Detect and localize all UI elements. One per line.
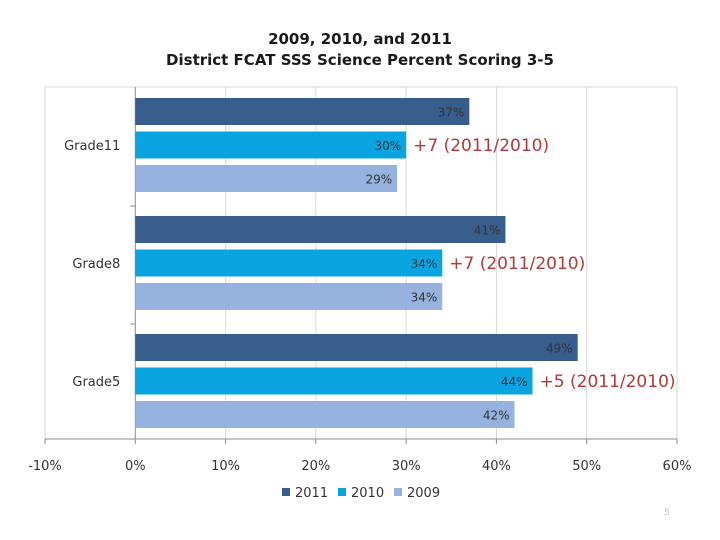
- data-label: 44%: [501, 375, 528, 389]
- x-tick-label: 50%: [572, 459, 601, 474]
- legend-swatch-2010: [338, 488, 346, 496]
- legend-swatch-2011: [282, 488, 290, 496]
- x-tick-label: 30%: [392, 459, 421, 474]
- data-label: 49%: [546, 342, 573, 356]
- x-tick-label: 0%: [125, 459, 146, 474]
- bar-grade5-2009: [135, 401, 515, 428]
- bar-grade11-2010: [135, 131, 407, 159]
- data-label: 34%: [411, 291, 438, 305]
- data-label: 41%: [474, 224, 501, 238]
- x-tick-label: 10%: [211, 459, 240, 474]
- data-label: 29%: [365, 173, 392, 187]
- x-tick-label: -10%: [28, 459, 62, 474]
- x-tick-label: 40%: [482, 459, 511, 474]
- legend-swatch-2009: [394, 488, 402, 496]
- legend-label: 2010: [351, 486, 384, 501]
- data-label: 30%: [374, 139, 401, 153]
- legend-label: 2011: [295, 486, 328, 501]
- bar-grade5-2010: [135, 367, 533, 395]
- data-label: 34%: [411, 257, 438, 271]
- legend-label: 2009: [407, 486, 440, 501]
- bar-grade5-2011: [135, 334, 578, 361]
- x-tick-label: 20%: [301, 459, 330, 474]
- x-tick-label: 60%: [663, 459, 692, 474]
- chart-title-line-2: District FCAT SSS Science Percent Scorin…: [166, 51, 554, 69]
- change-annotation: +5 (2011/2010): [540, 372, 676, 392]
- bar-grade8-2009: [135, 283, 443, 310]
- change-annotation: +7 (2011/2010): [413, 136, 549, 156]
- bar-grade11-2011: [135, 98, 470, 125]
- category-label: Grade8: [72, 257, 120, 272]
- page-number: 5: [664, 508, 670, 518]
- bar-grade8-2010: [135, 249, 443, 277]
- data-label: 42%: [483, 409, 510, 423]
- bar-grade8-2011: [135, 216, 506, 243]
- category-label: Grade5: [72, 375, 120, 390]
- change-annotation: +7 (2011/2010): [449, 254, 585, 274]
- data-label: 37%: [438, 106, 465, 120]
- category-label: Grade11: [64, 139, 120, 154]
- bar-grade11-2009: [135, 165, 398, 192]
- chart-title-line-1: 2009, 2010, and 2011: [268, 30, 452, 48]
